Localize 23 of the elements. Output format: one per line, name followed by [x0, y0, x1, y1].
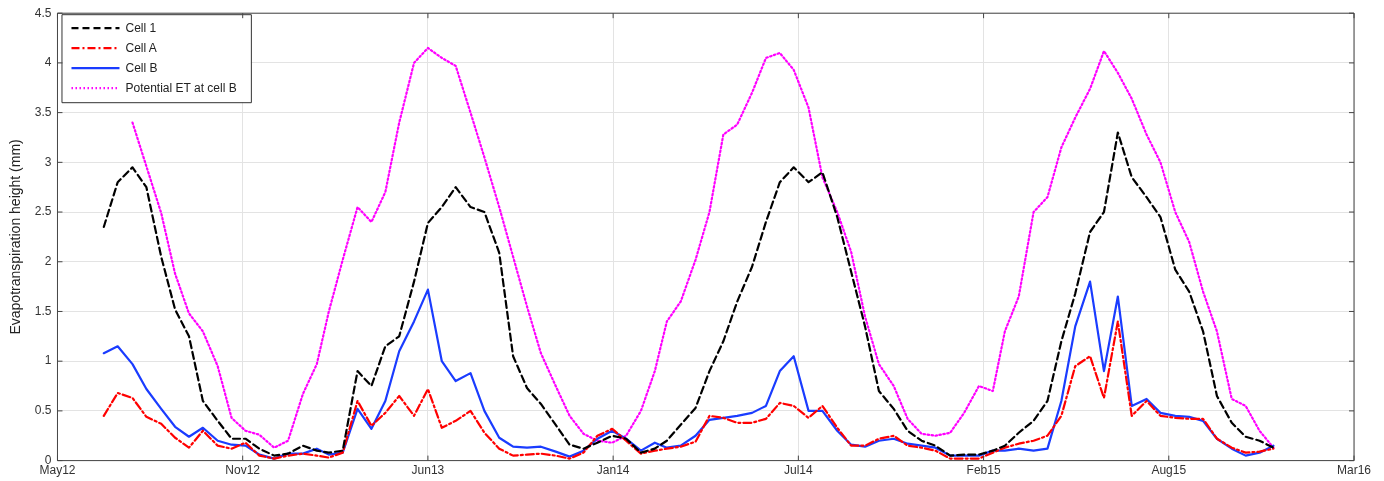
- y-tick-label: 3: [44, 154, 52, 169]
- legend-label: Cell 1: [125, 20, 157, 35]
- y-tick-label: 4: [44, 55, 52, 70]
- y-tick-label: 0.5: [34, 403, 52, 418]
- x-tick-label: Mar16: [1336, 463, 1372, 478]
- x-tick-label: Nov12: [225, 463, 261, 478]
- y-tick-label: 2.5: [34, 204, 52, 219]
- y-tick-label: 3.5: [34, 104, 52, 119]
- x-tick-label: Feb15: [966, 463, 1001, 478]
- x-tick-label: Jun13: [411, 463, 445, 478]
- y-tick-label: 4.5: [34, 5, 52, 20]
- line-series: [102, 320, 1275, 460]
- legend-label: Cell A: [125, 40, 157, 55]
- x-tick-label: Jul14: [784, 463, 814, 478]
- y-tick-label: 2: [44, 254, 52, 269]
- y-tick-label: 1: [44, 353, 52, 368]
- x-tick-label: Aug15: [1151, 463, 1187, 478]
- x-tick-label: Jan14: [596, 463, 630, 478]
- legend-label: Potential ET at cell B: [125, 80, 237, 95]
- line-series: [102, 131, 1275, 457]
- legend-label: Cell B: [125, 60, 158, 75]
- y-axis-title: Evapotranspiration height (mm): [7, 139, 24, 335]
- y-tick-label: 1.5: [34, 303, 52, 318]
